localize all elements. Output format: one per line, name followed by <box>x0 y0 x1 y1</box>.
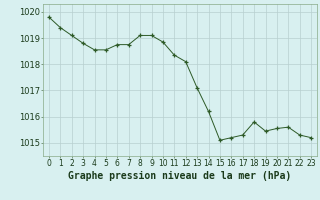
X-axis label: Graphe pression niveau de la mer (hPa): Graphe pression niveau de la mer (hPa) <box>68 171 292 181</box>
